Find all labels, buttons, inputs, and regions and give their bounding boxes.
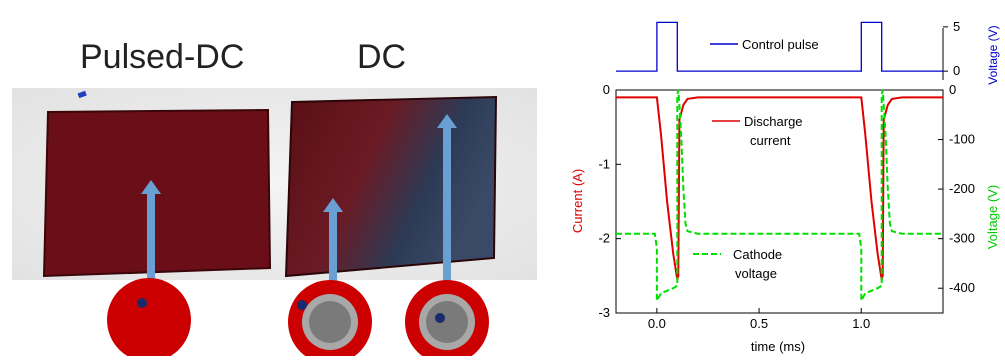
- series-control: [616, 21, 943, 72]
- top-right-tick-label: 5: [953, 19, 960, 34]
- arrow-pulsed: [141, 180, 161, 300]
- discharge-annotation-1: Discharge: [744, 114, 803, 129]
- label-dc: DC: [357, 38, 407, 76]
- right-axis-label-bottom: Voltage (V): [985, 185, 1000, 249]
- discharge-annotation-2: current: [750, 133, 791, 148]
- plot-frame: [615, 89, 944, 314]
- cathode-annotation-1: Cathode: [733, 247, 782, 262]
- x-axis-label: time (ms): [751, 339, 805, 354]
- right-tick-label: -100: [949, 132, 975, 147]
- top-right-tick-label: 0: [953, 63, 960, 78]
- target-dc-right: [405, 280, 489, 361]
- series-cathode: [616, 89, 943, 305]
- photo-illustration: [12, 88, 537, 361]
- x-tick-label: 1.0: [852, 316, 870, 331]
- left-tick-label: -2: [598, 231, 610, 246]
- left-tick-label: -1: [598, 156, 610, 171]
- cathode-annotation-2: voltage: [735, 266, 777, 281]
- left-tick-label: -3: [598, 305, 610, 320]
- chart-panel: 0.0 0.5 1.0 0 -1 -2 -3 0 -100 -200 -300 -400 5 0 Curr…: [560, 0, 1005, 356]
- waveform-chart: 0.0 0.5 1.0 0 -1 -2 -3 0 -100 -200 -300 -400 5 0 Curr…: [570, 19, 1000, 354]
- arrow-dc-right: [437, 114, 457, 300]
- left-axis-label: Current (A): [570, 169, 585, 233]
- x-tick-label: 0.5: [750, 316, 768, 331]
- dc-sample: [284, 95, 498, 278]
- right-tick-label: 0: [949, 82, 956, 97]
- arrow-dc-left: [323, 198, 343, 302]
- left-tick-label: 0: [603, 82, 610, 97]
- photo-panel: Pulsed-DC DC: [12, 38, 537, 361]
- right-axis-label-top: Voltage (V): [986, 25, 1000, 84]
- x-tick-label: 0.0: [648, 316, 666, 331]
- target-pulsed: [107, 278, 191, 361]
- label-pulsed-dc: Pulsed-DC: [80, 38, 245, 76]
- right-tick-label: -300: [949, 231, 975, 246]
- blue-mark: [77, 90, 87, 99]
- right-tick-label: -200: [949, 181, 975, 196]
- control-annotation: Control pulse: [742, 37, 819, 52]
- target-dc-left: [288, 280, 372, 361]
- right-tick-label: -400: [949, 280, 975, 295]
